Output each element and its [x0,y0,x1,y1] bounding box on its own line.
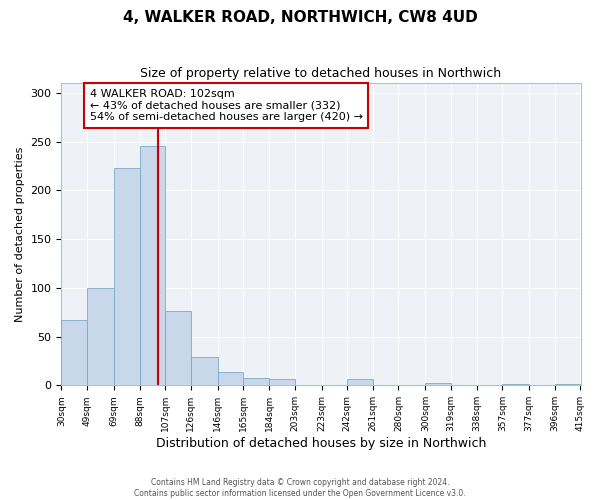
X-axis label: Distribution of detached houses by size in Northwich: Distribution of detached houses by size … [156,437,486,450]
Bar [165,311,191,386]
Bar [61,320,87,386]
Bar [218,372,244,386]
Bar [555,384,580,386]
Text: 4, WALKER ROAD, NORTHWICH, CW8 4UD: 4, WALKER ROAD, NORTHWICH, CW8 4UD [122,10,478,25]
Y-axis label: Number of detached properties: Number of detached properties [15,146,25,322]
Bar [244,378,269,386]
Text: 4 WALKER ROAD: 102sqm
← 43% of detached houses are smaller (332)
54% of semi-det: 4 WALKER ROAD: 102sqm ← 43% of detached … [90,89,363,122]
Text: Contains HM Land Registry data © Crown copyright and database right 2024.
Contai: Contains HM Land Registry data © Crown c… [134,478,466,498]
Bar [425,384,451,386]
Title: Size of property relative to detached houses in Northwich: Size of property relative to detached ho… [140,68,502,80]
Bar [502,384,529,386]
Bar [140,146,165,386]
Bar [114,168,140,386]
Bar [87,288,114,386]
Bar [269,378,295,386]
Bar [191,357,218,386]
Bar [347,380,373,386]
